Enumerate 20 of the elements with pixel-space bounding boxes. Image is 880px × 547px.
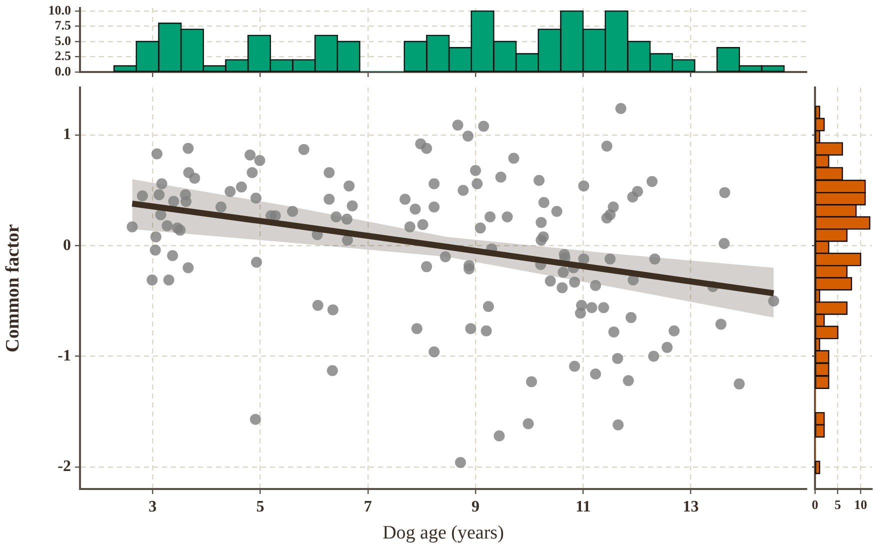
x-tick-label: 3 <box>148 498 157 516</box>
x-axis-title: Dog age (years) <box>382 522 504 544</box>
y-tick-label: 5.0 <box>54 32 71 48</box>
y-tick-label: 0.0 <box>54 63 71 78</box>
x-tick-label: 5 <box>834 497 842 512</box>
y-tick-label: 2.5 <box>54 48 72 64</box>
y-tick-label: 7.5 <box>54 18 72 33</box>
y-tick-label: 0 <box>63 236 71 254</box>
y-tick-label: 10.0 <box>48 2 71 18</box>
x-tick-label: 5 <box>256 498 264 516</box>
x-tick-label: 7 <box>364 498 372 516</box>
y-tick-label: 1 <box>63 126 71 144</box>
x-tick-label: 10 <box>854 497 868 512</box>
x-tick-label: 9 <box>472 498 480 516</box>
x-tick-label: 13 <box>682 498 699 516</box>
x-tick-label: 11 <box>576 498 591 516</box>
y-tick-label: -2 <box>58 458 71 476</box>
y-tick-label: -1 <box>58 347 71 364</box>
y-axis-title: Common factor <box>2 224 24 352</box>
x-tick-label: 0 <box>812 497 818 512</box>
